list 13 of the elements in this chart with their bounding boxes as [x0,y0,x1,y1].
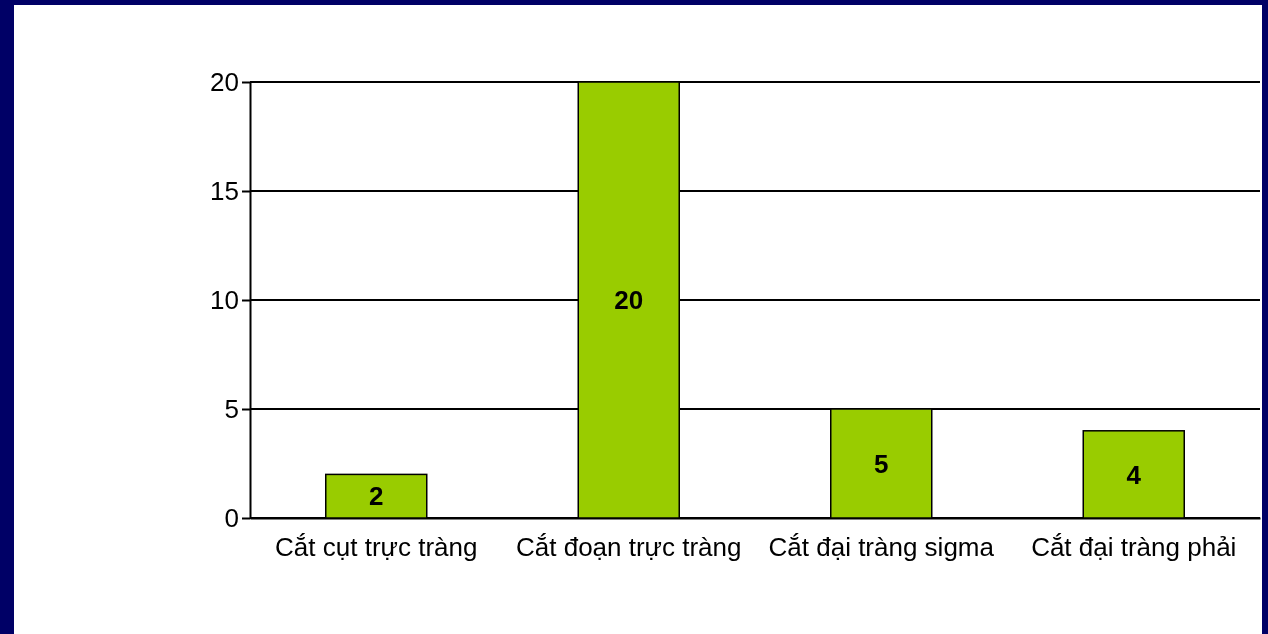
data-label: 20 [614,285,644,316]
x-tick-label: Cắt đại tràng sigma [768,532,995,563]
y-tick-label: 5 [224,393,239,424]
y-tick-label: 0 [224,502,239,533]
y-tick-label: 10 [210,284,239,315]
x-tick-label: Cắt đại tràng phải [1031,532,1237,563]
y-tick-label: 15 [210,175,239,206]
data-label: 5 [874,448,889,479]
data-label: 2 [369,481,384,512]
y-tick-label: 20 [210,66,239,97]
x-tick-label: Cắt cụt trực tràng [275,532,478,563]
x-tick-label: Cắt đoạn trực tràng [515,532,742,563]
data-label: 4 [1126,459,1142,490]
